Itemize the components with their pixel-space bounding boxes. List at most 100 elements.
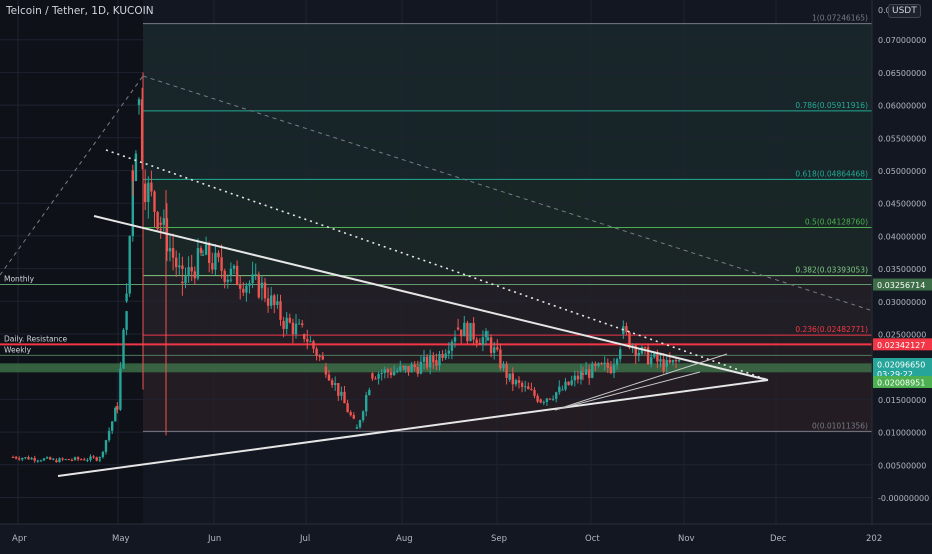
candle-body <box>524 386 527 388</box>
candle-body <box>119 368 122 410</box>
resistance-price-tag[interactable] <box>873 338 932 351</box>
level-name-label: Monthly <box>4 275 35 284</box>
candle-body <box>288 317 291 323</box>
candle-body <box>321 356 324 360</box>
shaded-region <box>0 0 143 524</box>
candle-body <box>346 403 349 413</box>
time-axis-ticks: Apr May Jun Jul Aug Sep Oct Nov Dec 202 <box>12 534 882 544</box>
candle-body <box>579 371 583 380</box>
candle-body <box>178 265 181 268</box>
price-tags: 0.032567140.023421270.0209665003:29:220.… <box>873 278 932 388</box>
candle-body <box>245 285 248 293</box>
price-tick-label: -0.00000000 <box>878 494 929 503</box>
candle-body <box>619 349 622 360</box>
candle-body <box>646 347 650 365</box>
candle-body <box>343 391 346 404</box>
candle-body <box>214 252 217 270</box>
candle-body <box>517 380 521 383</box>
trendline-upper[interactable] <box>93 215 769 381</box>
candle-body <box>30 458 33 460</box>
candle-body <box>248 283 251 286</box>
candle-body <box>208 244 211 264</box>
candle-body <box>609 366 613 374</box>
candle-body <box>220 257 223 271</box>
weekly-price-label: 0.02008951 <box>877 379 925 388</box>
time-tick-label: Jul <box>299 534 310 544</box>
candle-body <box>413 364 416 368</box>
trendline-lower[interactable] <box>57 379 769 477</box>
level-name-label: Daily. Resistance <box>4 334 67 343</box>
candle-body <box>615 359 619 365</box>
candle-body <box>21 458 24 460</box>
candle-body <box>147 182 150 203</box>
price-axis[interactable] <box>872 0 932 524</box>
candle-body <box>27 457 30 460</box>
candle-body <box>309 341 312 343</box>
time-tick-label: Nov <box>678 534 695 544</box>
candle-body <box>193 271 196 279</box>
candle-body <box>453 337 457 342</box>
candle-body <box>481 337 485 345</box>
monthly-price-tag[interactable] <box>873 278 932 291</box>
candle-body <box>270 295 273 306</box>
candle-body <box>581 373 585 375</box>
candle-body <box>374 378 377 380</box>
candle-body <box>584 369 588 375</box>
price-tick-label: 0.04500000 <box>878 200 926 209</box>
candle-body <box>229 268 233 276</box>
price-tick-label: 0.01000000 <box>878 429 926 438</box>
time-axis[interactable] <box>0 524 932 550</box>
candle-body <box>597 363 600 366</box>
candle-body <box>539 399 542 403</box>
last-price-tag[interactable] <box>873 358 932 380</box>
candle-body <box>223 270 226 283</box>
candle-body <box>52 458 55 460</box>
weekly-price-tag[interactable] <box>873 376 932 388</box>
candle-body <box>358 420 362 428</box>
candle-body <box>438 353 441 366</box>
channel-line-1[interactable] <box>554 353 728 411</box>
candle-body <box>134 153 138 182</box>
candle-body <box>159 222 162 225</box>
candle-body <box>204 244 208 255</box>
candle-body <box>226 279 229 283</box>
candle-body <box>315 348 318 357</box>
fib-level-label: 0.382(0.03393053) <box>795 266 868 275</box>
candle-body <box>273 295 276 305</box>
candle-body <box>410 364 413 373</box>
candle-body <box>361 411 365 421</box>
candle-body <box>625 326 628 333</box>
candle-body <box>496 347 499 350</box>
candle-body <box>291 322 295 335</box>
candle-body <box>83 459 86 461</box>
candle-body <box>150 182 153 192</box>
monthly-price-label: 0.03256714 <box>877 281 925 290</box>
candle-body <box>116 405 119 410</box>
candle-body <box>67 459 70 461</box>
level-name-label: Weekly <box>4 345 32 354</box>
candle-body <box>263 282 267 299</box>
candle-body <box>665 359 668 367</box>
channel-line-2[interactable] <box>554 371 701 411</box>
candle-body <box>276 301 279 305</box>
candle-body <box>659 359 662 362</box>
candle-body <box>349 412 352 416</box>
candle-body <box>352 415 355 419</box>
candle-body <box>42 458 46 461</box>
candle-body <box>674 359 678 362</box>
candle-body <box>594 363 597 366</box>
candle-body <box>211 263 214 270</box>
fib-trendline-up[interactable] <box>0 75 144 276</box>
candle-body <box>371 373 374 379</box>
candle-body <box>156 212 159 230</box>
currency-button[interactable]: USDT <box>888 4 921 18</box>
price-tick-label: 0.07000000 <box>878 36 926 45</box>
candle-body <box>472 323 475 340</box>
price-tick-label: 0.00500000 <box>878 461 926 470</box>
candle-body <box>637 352 640 357</box>
candle-body <box>297 323 301 325</box>
candle-body <box>511 373 514 385</box>
candle-body <box>671 359 675 363</box>
